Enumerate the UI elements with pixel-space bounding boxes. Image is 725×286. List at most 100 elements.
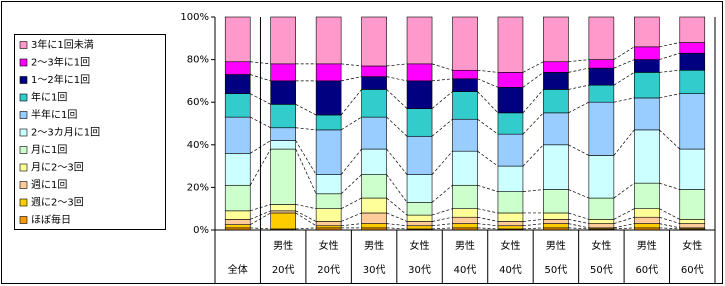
bar-segment: [679, 219, 706, 224]
x-tick-label: 40代: [454, 264, 477, 276]
legend-label: 2～3カ月に1回: [31, 127, 100, 139]
bar-segment: [588, 101, 615, 156]
bar-segment: [406, 202, 433, 216]
series-line: [431, 63, 453, 71]
legend-swatch: [19, 58, 28, 67]
bar-segment: [361, 16, 387, 67]
series-line: [386, 63, 408, 67]
bar-segment: [588, 16, 615, 60]
series-line: [431, 91, 453, 109]
series-line: [659, 208, 680, 220]
series-line: [386, 174, 408, 203]
series-line: [477, 184, 499, 192]
bar-segment: [452, 78, 478, 92]
x-tick-label: 女性: [682, 239, 702, 252]
bar-segment: [588, 84, 615, 103]
series-line: [659, 69, 680, 73]
series-line: [477, 69, 498, 73]
y-tick-label: 40%: [187, 140, 209, 151]
series-line: [431, 185, 453, 203]
bar-segment: [497, 212, 524, 222]
series-line: [340, 89, 362, 116]
bar-segment: [588, 67, 615, 86]
bar-segment: [315, 193, 342, 209]
series-line: [386, 76, 408, 82]
series-line: [477, 227, 498, 230]
bar-segment: [315, 80, 342, 116]
bar-segment: [224, 210, 251, 220]
bar-segment: [679, 42, 706, 54]
bar-segment: [543, 16, 569, 63]
bar-segment: [270, 104, 296, 129]
x-tick-label: 60代: [681, 264, 704, 276]
bar-segment: [224, 74, 251, 94]
bar-segment: [634, 208, 660, 218]
bar-segment: [224, 16, 251, 63]
bar-segment: [543, 223, 569, 229]
bar-segment: [543, 61, 569, 73]
legend-label: 半年に1回: [31, 108, 77, 121]
x-tick-label: 60代: [635, 264, 658, 276]
series-line: [659, 223, 680, 229]
legend-label: 2～3年に1回: [31, 56, 90, 69]
bar-segment: [634, 16, 660, 48]
series-line: [613, 227, 635, 230]
x-tick-label: 男性: [364, 239, 384, 252]
bar-segment: [270, 140, 296, 150]
series-line: [295, 227, 317, 230]
bar-segment: [315, 129, 342, 175]
legend-label: 週に2～3回: [31, 197, 84, 209]
legend-swatch: [19, 111, 28, 119]
series-line: [568, 212, 589, 220]
bar-segment: [361, 148, 387, 175]
series-line: [295, 127, 317, 131]
bar-segment: [224, 224, 251, 229]
series-line: [568, 223, 589, 229]
bar-segment: [406, 221, 433, 227]
series-line: [568, 189, 589, 199]
bar-segment: [224, 219, 251, 225]
legend-box: [14, 34, 166, 230]
x-tick-label: 20代: [272, 264, 295, 276]
bar-segment: [679, 189, 706, 220]
bar-segment: [452, 216, 478, 224]
bar-segment: [452, 150, 478, 186]
series-line: [568, 67, 589, 73]
bar-segment: [406, 135, 433, 175]
legend-label: 年に1回: [31, 91, 67, 104]
series-line: [341, 76, 362, 82]
bar-segment: [497, 72, 524, 88]
legend-swatch: [19, 128, 28, 137]
bar-segment: [634, 216, 660, 224]
bar-segment: [452, 208, 478, 218]
series-line: [477, 118, 499, 135]
bar-segment: [543, 189, 569, 214]
series-line: [522, 223, 544, 227]
bar-segment: [270, 80, 296, 105]
bar-segment: [497, 225, 524, 230]
bar-segment: [406, 80, 433, 109]
legend-swatch: [19, 181, 28, 189]
series-line: [568, 219, 589, 224]
x-tick-label: 男性: [273, 239, 293, 252]
series-line: [477, 223, 498, 227]
bar-segment: [679, 223, 706, 229]
bar-segment: [270, 16, 296, 65]
series-line: [522, 219, 544, 222]
series-line: [386, 148, 408, 175]
series-line: [568, 101, 590, 114]
bar-segment: [361, 197, 387, 214]
x-tick-label: 女性: [319, 239, 339, 252]
bar-segment: [588, 219, 615, 224]
legend-label: 3年に1回未満: [31, 38, 94, 51]
x-tick-label: 40代: [499, 264, 522, 276]
y-tick-label: 60%: [187, 97, 209, 108]
series-line: [659, 216, 680, 224]
series-line: [613, 182, 635, 199]
bar-segment: [315, 63, 342, 82]
legend-swatch: [19, 216, 28, 224]
series-line: [568, 84, 589, 90]
bar-segment: [634, 97, 660, 131]
x-tick-label: 男性: [637, 239, 657, 252]
